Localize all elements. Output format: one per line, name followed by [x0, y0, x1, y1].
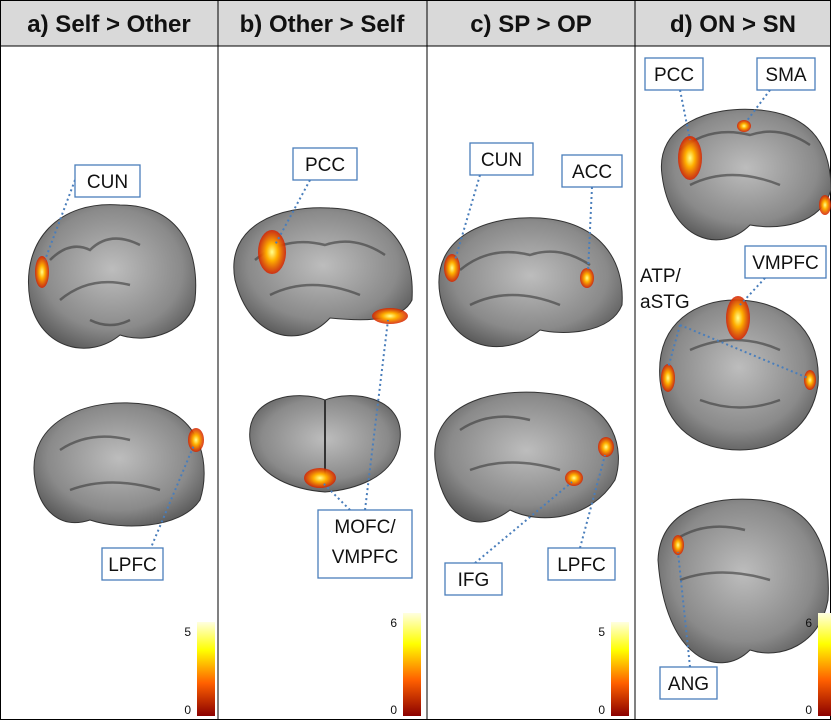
label-box: [644, 57, 704, 91]
panel-title: a) Self > Other: [27, 11, 190, 38]
panel-title: b) Other > Self: [240, 11, 406, 38]
label-box: [756, 57, 816, 91]
activation-blobs: [35, 120, 831, 555]
label-box: [659, 666, 718, 700]
header-bar: [0, 0, 831, 46]
colorbar: [197, 622, 215, 716]
region-label: ACC: [572, 162, 612, 183]
label-box: [317, 509, 413, 579]
annotation: ATP/: [640, 266, 682, 287]
colorbar-min: 0: [184, 703, 191, 717]
region-label: PCC: [305, 155, 345, 176]
brain-images: [28, 108, 831, 664]
region-label: SMA: [765, 65, 807, 86]
panel-title: c) SP > OP: [470, 11, 592, 38]
annotation: aSTG: [640, 292, 690, 313]
colorbar-max: 5: [598, 625, 605, 639]
region-label: ANG: [668, 674, 709, 695]
label-box: [744, 245, 827, 279]
colorbar-min: 0: [598, 703, 605, 717]
colorbar-max: 6: [805, 616, 812, 630]
colorbar: [403, 613, 421, 716]
label-box: [292, 147, 358, 181]
label-box: [469, 142, 534, 176]
colorbar: [611, 622, 629, 716]
colorbar-min: 0: [805, 703, 812, 717]
label-box: [74, 164, 141, 198]
label-box: [444, 562, 503, 596]
colorbar-min: 0: [390, 703, 397, 717]
region-label: MOFC/: [334, 517, 396, 538]
region-label: CUN: [87, 172, 128, 193]
region-label: LPFC: [108, 555, 157, 576]
label-box: [101, 547, 164, 581]
colorbar-max: 6: [390, 616, 397, 630]
label-box: [547, 547, 616, 581]
region-label: CUN: [481, 150, 522, 171]
panel-title: d) ON > SN: [670, 11, 796, 38]
region-label: LPFC: [557, 555, 606, 576]
label-box: [561, 154, 623, 188]
region-label: VMPFC: [752, 253, 819, 274]
leader-lines: [44, 89, 809, 668]
colorbar: [818, 613, 831, 716]
region-label: IFG: [458, 570, 490, 591]
colorbar-max: 5: [184, 625, 191, 639]
region-label: VMPFC: [332, 547, 399, 568]
region-label: PCC: [654, 65, 694, 86]
